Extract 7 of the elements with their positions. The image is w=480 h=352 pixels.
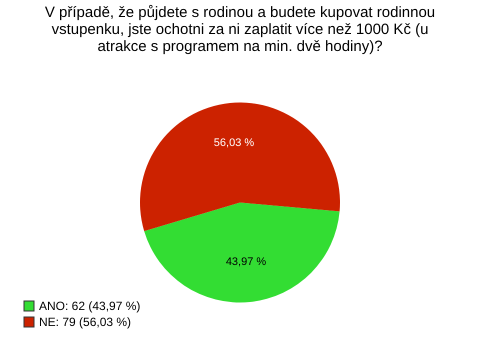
chart-title: V případě, že půjdete s rodinou a budete kupovat rodinnou vstupenku, jste ochotni za ni zaplatit více než 1000 Kč (u atrakce s programem na min. dvě hodiny)? (44, 4, 436, 55)
pie-slice (140, 102, 340, 232)
data-label: 56,03 % (214, 136, 254, 149)
legend-label: NE: 79 (56,03 %) (39, 315, 132, 329)
data-label: 43,97 % (226, 256, 266, 268)
pie-slice (144, 202, 340, 302)
legend-label: ANO: 62 (43,97 %) (39, 299, 140, 313)
